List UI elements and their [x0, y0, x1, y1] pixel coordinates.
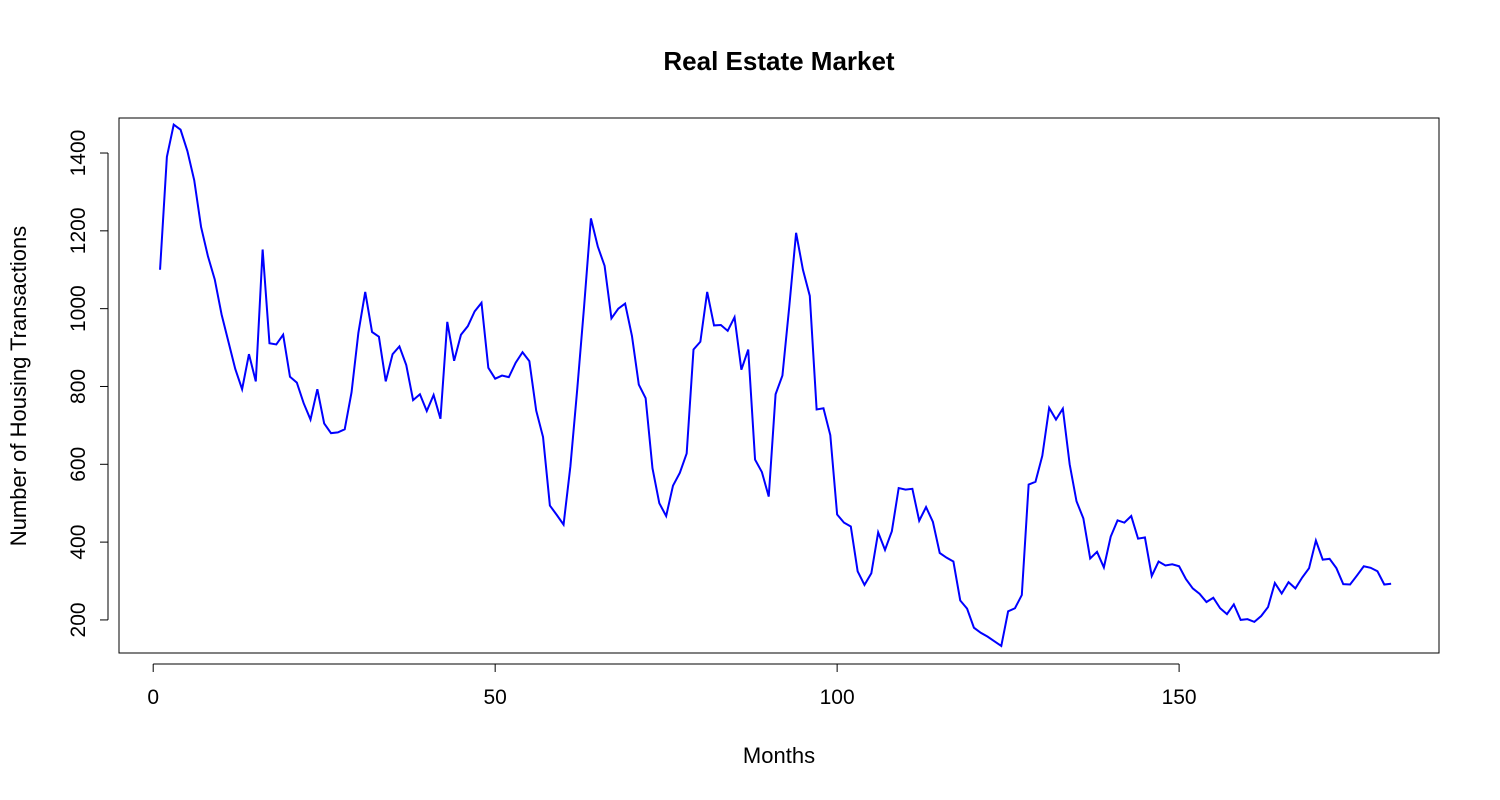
x-tick-label: 100	[820, 686, 855, 709]
plot-frame	[118, 117, 1440, 654]
series-line	[159, 122, 1392, 648]
y-tick-label: 1400	[67, 130, 90, 177]
y-tick-label: 1200	[67, 207, 90, 254]
y-tick-label: 400	[67, 525, 90, 560]
chart-title: Real Estate Market	[663, 46, 895, 76]
y-tick-label: 600	[67, 447, 90, 482]
y-tick-label: 1000	[67, 285, 90, 332]
x-tick-label: 50	[483, 686, 506, 709]
x-axis-label: Months	[743, 743, 815, 768]
y-axis: 200 400 600 800 1000 1200 1400	[67, 130, 109, 637]
y-tick-label: 200	[67, 602, 90, 637]
x-axis: 0 50 100 150	[147, 663, 1197, 709]
x-tick-label: 150	[1162, 686, 1197, 709]
y-tick-label: 800	[67, 369, 90, 404]
y-axis-label: Number of Housing Transactions	[6, 226, 31, 546]
x-tick-label: 0	[147, 686, 159, 709]
